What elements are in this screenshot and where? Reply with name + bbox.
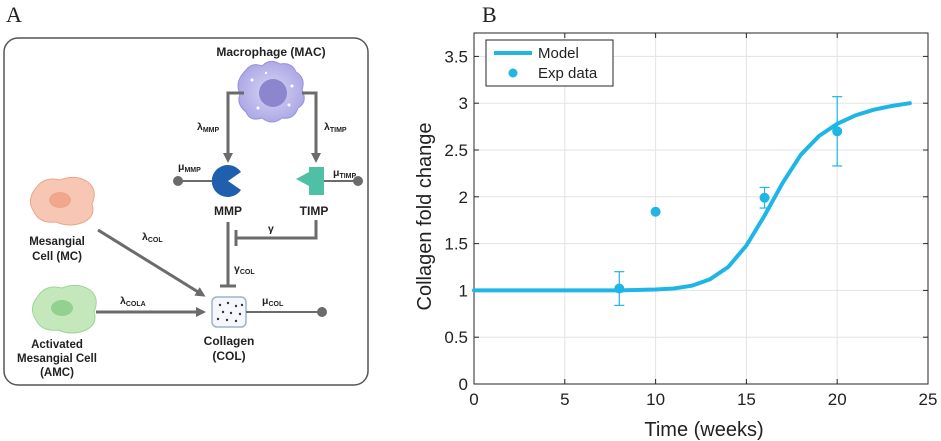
- lambda-mmp-label: λMMP: [197, 121, 220, 134]
- mu-mmp-label: μMMP: [178, 161, 201, 174]
- activated-cell-icon: [32, 284, 97, 334]
- macrophage-icon: [237, 60, 305, 123]
- panel-a: A Macrophage (MAC) λMMP λTIMP MMP TIMP μ…: [3, 2, 369, 386]
- x-tick-label: 10: [646, 390, 665, 409]
- collagen-label-2: (COL): [212, 349, 245, 363]
- activated-label-2: Mesangial Cell: [17, 353, 97, 365]
- panel-a-letter: A: [6, 2, 22, 27]
- collagen-label-1: Collagen: [204, 334, 255, 348]
- gamma-label: γ: [268, 223, 274, 235]
- collagen-chart: 0 5 10 15 20 25 0 0.5 1 1.5 2 2.5 3 3.5 Time (weeks) Co…: [414, 32, 938, 441]
- mu-col-label: μCOL: [262, 295, 284, 308]
- exp-data-point: [650, 206, 661, 217]
- lambda-cola-label: λCOLA: [120, 295, 146, 308]
- legend-model-label: Model: [538, 45, 579, 62]
- x-tick-label: 5: [560, 390, 569, 409]
- y-tick-label: 0.5: [444, 328, 468, 347]
- exp-data-point: [759, 192, 770, 203]
- x-tick-label: 15: [737, 390, 756, 409]
- legend-exp-label: Exp data: [538, 65, 598, 82]
- arrow-mac-to-timp: [302, 91, 321, 163]
- timp-label: TIMP: [300, 204, 329, 218]
- mesangial-label-1: Mesangial: [29, 236, 85, 248]
- plot-area: [474, 33, 928, 384]
- activated-label-1: Activated: [31, 339, 83, 351]
- exp-data-point: [614, 283, 625, 294]
- y-tick-label: 1.5: [444, 235, 468, 254]
- mmp-icon: [211, 164, 241, 197]
- y-tick-label: 1: [459, 281, 468, 300]
- lambda-timp-label: λTIMP: [324, 121, 347, 134]
- activated-label-3: (AMC): [40, 367, 74, 379]
- inhibit-timp-mmp: [236, 220, 318, 240]
- exp-data-point: [832, 126, 843, 137]
- macrophage-label: Macrophage (MAC): [216, 45, 325, 59]
- panel-a-frame: [3, 37, 369, 386]
- mu-timp-label: μTIMP: [333, 167, 356, 180]
- y-tick-label: 2: [459, 188, 468, 207]
- legend-exp-swatch: [508, 68, 518, 78]
- y-tick-label: 3: [459, 94, 468, 113]
- model-curve: [472, 101, 912, 293]
- panel-b-letter: B: [482, 2, 497, 27]
- x-tick-label: 25: [919, 390, 938, 409]
- arrow-mac-to-mmp: [223, 91, 244, 163]
- gamma-col-label: γCOL: [234, 263, 255, 276]
- y-tick-label: 2.5: [444, 141, 468, 160]
- mu-timp-dot: [353, 176, 363, 186]
- mu-col-dot: [317, 307, 327, 317]
- mesangial-label-2: Cell (MC): [32, 251, 82, 263]
- x-axis-title: Time (weeks): [644, 419, 763, 441]
- mmp-label: MMP: [214, 204, 242, 218]
- x-tick-label: 20: [828, 390, 847, 409]
- legend-box: [485, 39, 614, 87]
- panel-b: B 0 5 10 15 20 25 0 0.5 1 1.5 2 2.5 3 3.5 Time (weeks)…: [414, 2, 937, 441]
- lambda-col-label: λCOL: [142, 231, 163, 244]
- mesangial-cell-icon: [30, 176, 95, 226]
- x-tick-label: 0: [469, 390, 478, 409]
- mu-mmp-dot: [173, 176, 183, 186]
- axes-frame: [473, 32, 929, 385]
- y-tick-label: 0: [459, 375, 468, 394]
- collagen-icon: [211, 296, 247, 328]
- y-tick-label: 3.5: [444, 47, 468, 66]
- arrow-mc-to-col: [97, 228, 206, 297]
- y-axis-title: Collagen fold change: [414, 123, 436, 311]
- timp-icon: [296, 167, 324, 195]
